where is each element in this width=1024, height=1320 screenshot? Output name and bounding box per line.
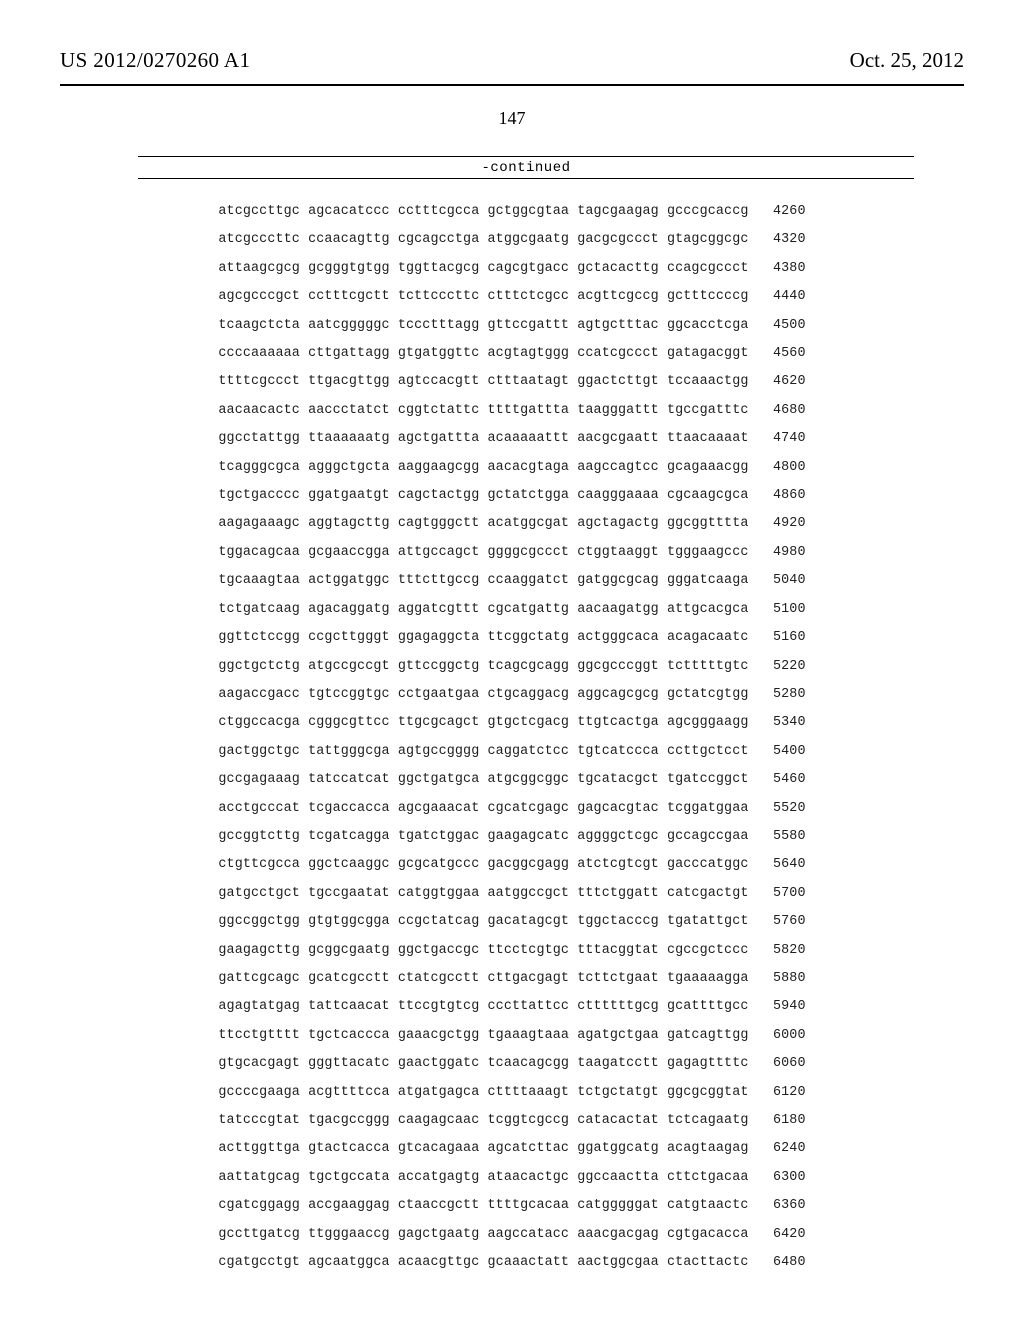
publication-number: US 2012/0270260 A1 — [60, 48, 250, 72]
continued-rule-top — [138, 156, 914, 157]
page-number: 147 — [0, 108, 1024, 129]
page: US 2012/0270260 A1 Oct. 25, 2012 147 -co… — [0, 0, 1024, 1320]
continued-block: -continued — [138, 156, 914, 179]
header-rule — [60, 84, 964, 86]
continued-label: -continued — [138, 160, 914, 176]
publication-date: Oct. 25, 2012 — [850, 48, 964, 73]
sequence-listing: atcgccttgc agcacatccc cctttcgcca gctggcg… — [0, 198, 1024, 1277]
page-header: US 2012/0270260 A1 Oct. 25, 2012 — [0, 48, 1024, 73]
sequence-text: atcgccttgc agcacatccc cctttcgcca gctggcg… — [218, 198, 805, 1277]
continued-rule-bottom — [138, 178, 914, 179]
